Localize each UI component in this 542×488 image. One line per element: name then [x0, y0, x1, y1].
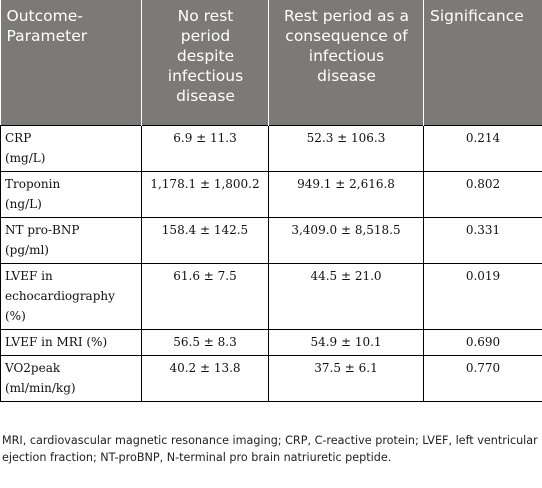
table-row: VO2peak (ml/min/kg) 40.2 ± 13.8 37.5 ± 6.…: [0, 354, 542, 402]
row-parameter: NT pro-BNP (pg/ml): [0, 216, 142, 264]
table-row: CRP (mg/L) 6.9 ± 11.3 52.3 ± 106.3 0.214: [0, 124, 542, 172]
cell-significance: 0.331: [423, 216, 542, 264]
header-rest-period: Rest period as a consequence of infectious…: [268, 0, 424, 125]
table-row: LVEF in MRI (%) 56.5 ± 8.3 54.9 ± 10.1 0…: [0, 328, 542, 356]
cell-no-rest: 61.6 ± 7.5: [141, 262, 269, 330]
cell-significance: 0.690: [423, 328, 542, 356]
cell-rest: 52.3 ± 106.3: [268, 124, 424, 172]
table-header-row: Outcome- Parameter No rest period despite in…: [0, 0, 542, 125]
row-parameter: LVEF in MRI (%): [0, 328, 142, 356]
table-row: Troponin (ng/L) 1,178.1 ± 1,800.2 949.1 ±…: [0, 170, 542, 218]
cell-rest: 54.9 ± 10.1: [268, 328, 424, 356]
header-outcome-parameter: Outcome- Parameter: [0, 0, 142, 125]
cell-significance: 0.770: [423, 354, 542, 402]
cell-no-rest: 1,178.1 ± 1,800.2: [141, 170, 269, 218]
row-parameter: LVEF in echocardiography (%): [0, 262, 142, 330]
row-parameter: VO2peak (ml/min/kg): [0, 354, 142, 402]
cell-significance: 0.214: [423, 124, 542, 172]
cell-rest: 44.5 ± 21.0: [268, 262, 424, 330]
cell-significance: 0.802: [423, 170, 542, 218]
cell-no-rest: 56.5 ± 8.3: [141, 328, 269, 356]
cell-rest: 949.1 ± 2,616.8: [268, 170, 424, 218]
table-footnote: MRI, cardiovascular magnetic resonance i…: [2, 434, 538, 464]
cell-no-rest: 6.9 ± 11.3: [141, 124, 269, 172]
cell-no-rest: 40.2 ± 13.8: [141, 354, 269, 402]
cell-rest: 37.5 ± 6.1: [268, 354, 424, 402]
cell-significance: 0.019: [423, 262, 542, 330]
results-table: Outcome- Parameter No rest period despite in…: [0, 0, 542, 402]
cell-rest: 3,409.0 ± 8,518.5: [268, 216, 424, 264]
table-row: LVEF in echocardiography (%) 61.6 ± 7.5 44…: [0, 262, 542, 330]
row-parameter: Troponin (ng/L): [0, 170, 142, 218]
cell-no-rest: 158.4 ± 142.5: [141, 216, 269, 264]
table-row: NT pro-BNP (pg/ml) 158.4 ± 142.5 3,409.0 …: [0, 216, 542, 264]
header-no-rest-period: No rest period despite infectious disease: [141, 0, 269, 125]
header-significance: Significance: [423, 0, 542, 125]
row-parameter: CRP (mg/L): [0, 124, 142, 172]
